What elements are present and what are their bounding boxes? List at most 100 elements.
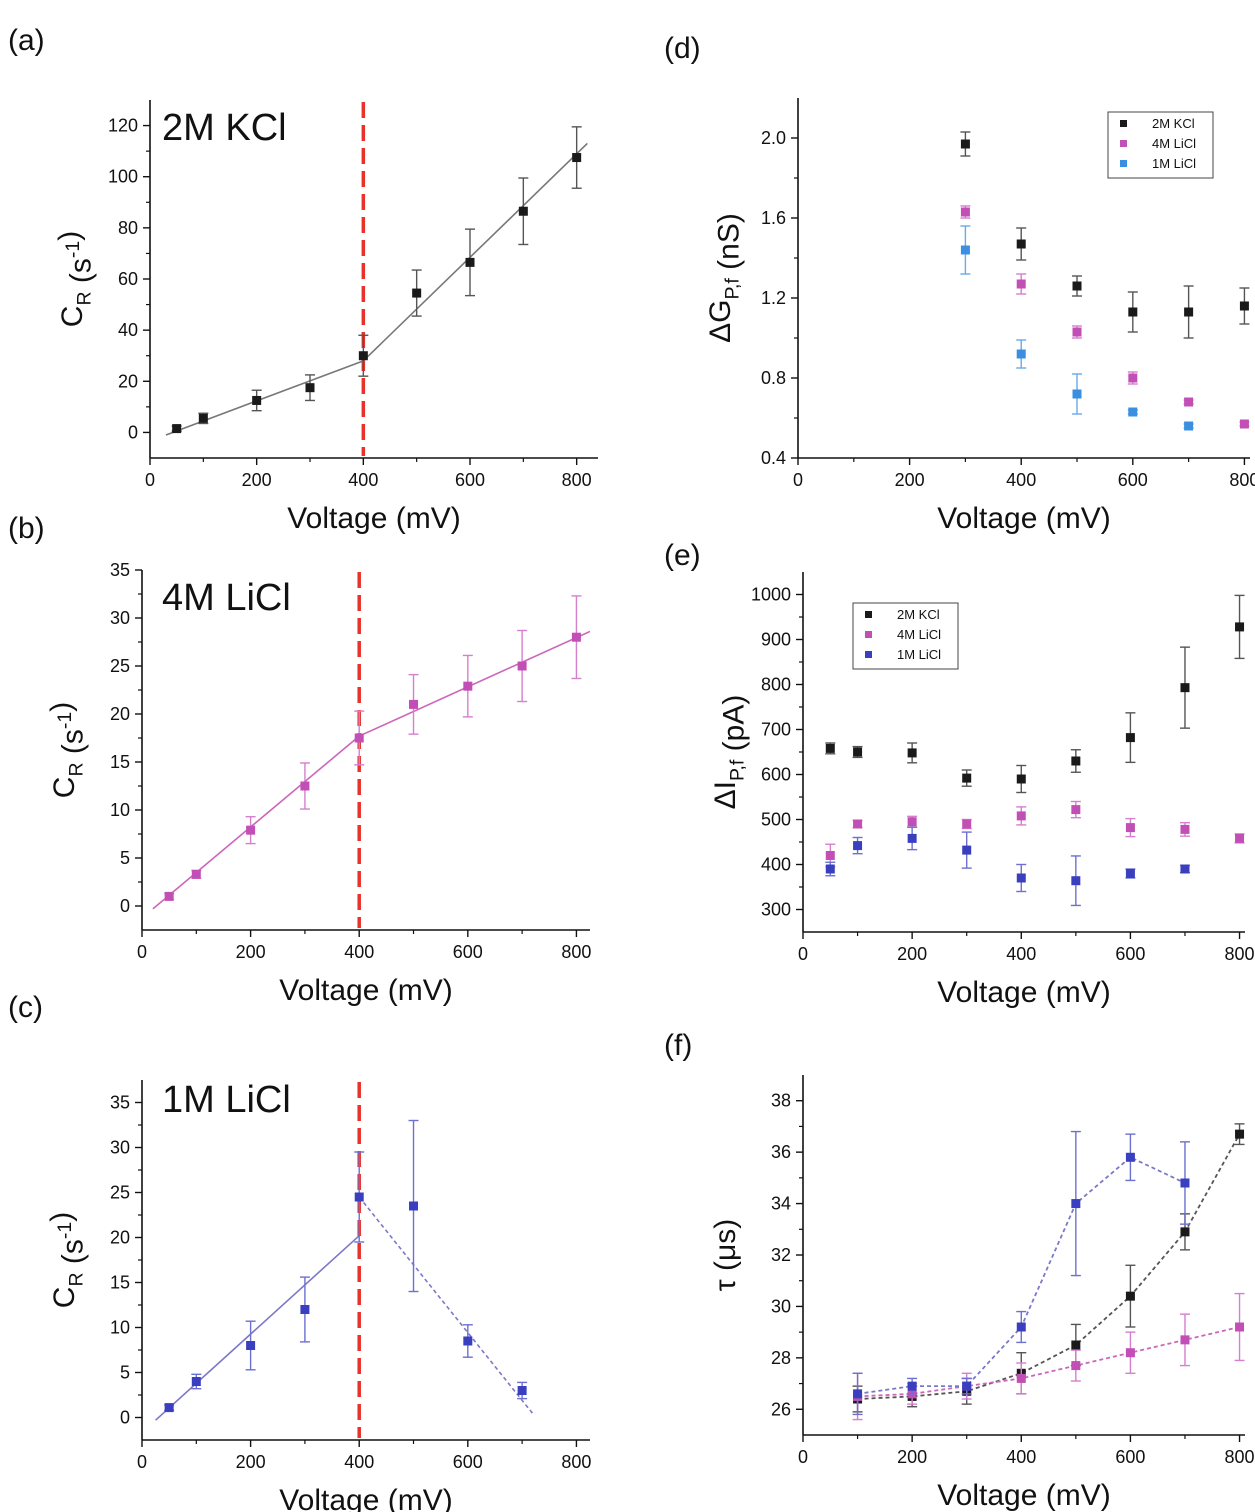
series-4m-licl (825, 800, 1245, 868)
legend-marker (865, 651, 872, 658)
panel-label: (f) (664, 1029, 692, 1062)
y-tick-label: 30 (771, 1296, 791, 1316)
data-point (463, 1336, 473, 1346)
legend-marker (865, 611, 872, 618)
series-2m-kcl (960, 131, 1250, 339)
legend-label: 4M LiCl (897, 627, 941, 642)
x-tick-label: 400 (1006, 944, 1036, 964)
y-tick-label: 35 (110, 560, 130, 580)
fit-dashed-line (358, 1196, 534, 1415)
y-tick-label: 20 (110, 704, 130, 724)
data-point (1071, 876, 1081, 886)
x-tick-label: 600 (1118, 470, 1148, 490)
y-axis-label: τ (μs) (709, 1219, 742, 1291)
y-label-part: (s (56, 1239, 89, 1272)
data-point (465, 257, 475, 267)
x-tick-label: 200 (897, 944, 927, 964)
x-tick-label: 0 (793, 470, 803, 490)
x-tick-label: 800 (561, 942, 591, 962)
y-label-part: (s (56, 729, 89, 762)
y-label-part: C (56, 306, 89, 328)
data-point (1071, 1199, 1081, 1209)
y-tick-label: 1.2 (761, 288, 786, 308)
x-tick-label: 200 (242, 470, 272, 490)
y-tick-label: 32 (771, 1245, 791, 1265)
x-tick-label: 800 (561, 1452, 591, 1472)
y-tick-label: 5 (120, 1363, 130, 1383)
y-label-superscript: -1 (62, 241, 84, 258)
legend-label: 1M LiCl (897, 647, 941, 662)
series-2m-kcl (825, 594, 1245, 794)
y-tick-label: 80 (118, 218, 138, 238)
x-tick-label: 400 (344, 942, 374, 962)
x-tick-label: 400 (344, 1452, 374, 1472)
data-point (853, 747, 863, 757)
panel-a: (a) 0 200 400 600 800 0 20 40 60 80 100 120 Voltage (… (8, 24, 598, 535)
x-tick-label: 600 (1115, 1447, 1145, 1467)
data-point (1125, 823, 1135, 833)
series-1m-licl (825, 826, 1190, 907)
data-point (907, 817, 917, 827)
y-tick-label: 700 (761, 720, 791, 740)
y-tick-label: 100 (108, 167, 138, 187)
data-point (825, 864, 835, 874)
x-tick-label: 800 (1229, 470, 1255, 490)
fit-line (155, 1235, 360, 1421)
y-label-part: ) (45, 702, 78, 712)
y-tick-label: 10 (110, 1318, 130, 1338)
fit-line (152, 735, 360, 910)
data-point (409, 1201, 419, 1211)
data-point (1125, 1291, 1135, 1301)
chart-title: 4M LiCl (162, 577, 291, 619)
data-point (962, 1381, 972, 1391)
data-point (1071, 756, 1081, 766)
data-point (853, 819, 863, 829)
y-tick-label: 0 (128, 422, 138, 442)
data-point (305, 383, 315, 393)
y-label-part: τ (μs) (709, 1219, 742, 1291)
y-axis-label: ΔIP,f (pA) (709, 695, 750, 810)
panel-label: (c) (8, 991, 43, 1024)
legend-label: 2M KCl (897, 607, 940, 622)
x-tick-label: 600 (1115, 944, 1145, 964)
data-point (962, 773, 972, 783)
panel-d: (d) 0 200 400 600 800 0.4 0.8 1.2 1.6 2.0 Voltage (… (664, 32, 1255, 535)
y-tick-label: 35 (110, 1093, 130, 1113)
data-point (962, 819, 972, 829)
series-line (857, 1326, 1240, 1398)
data-point (1071, 1340, 1081, 1350)
data-point (164, 1403, 174, 1413)
y-tick-label: 2.0 (761, 128, 786, 148)
data-point (572, 153, 582, 163)
y-axis-label: CR (s-1) (45, 1212, 89, 1308)
y-label-part: ΔI (709, 781, 742, 809)
legend-marker (1120, 140, 1127, 147)
data-point (1180, 824, 1190, 834)
data-point (1235, 622, 1245, 632)
series-pink (152, 595, 591, 910)
y-tick-label: 25 (110, 656, 130, 676)
data-point (1016, 873, 1026, 883)
y-label-part: (s (64, 258, 97, 291)
legend-marker (1120, 160, 1127, 167)
panel-f: (f) 0 200 400 600 800 26 28 30 32 34 36 38 Voltage (m… (664, 1029, 1255, 1512)
data-point (300, 781, 310, 791)
data-point (1072, 281, 1082, 291)
x-axis-label: Voltage (mV) (287, 502, 460, 535)
series-line (857, 1133, 1241, 1400)
data-point (1235, 833, 1245, 843)
y-label-subscript: P,f (721, 278, 743, 300)
y-label-superscript: -1 (54, 712, 76, 729)
data-point (1016, 811, 1026, 821)
data-point (853, 1389, 863, 1399)
data-point (1125, 1152, 1135, 1162)
data-point (1071, 805, 1081, 815)
data-point (1239, 419, 1249, 429)
data-point (1016, 279, 1026, 289)
x-axis-label: Voltage (mV) (279, 974, 452, 1007)
y-tick-label: 1.6 (761, 208, 786, 228)
fit-line (165, 360, 364, 436)
panel-c: (c) 0 200 400 600 800 0 5 10 15 20 25 30 35 Voltage (m… (8, 991, 591, 1512)
x-tick-label: 800 (1225, 1447, 1255, 1467)
